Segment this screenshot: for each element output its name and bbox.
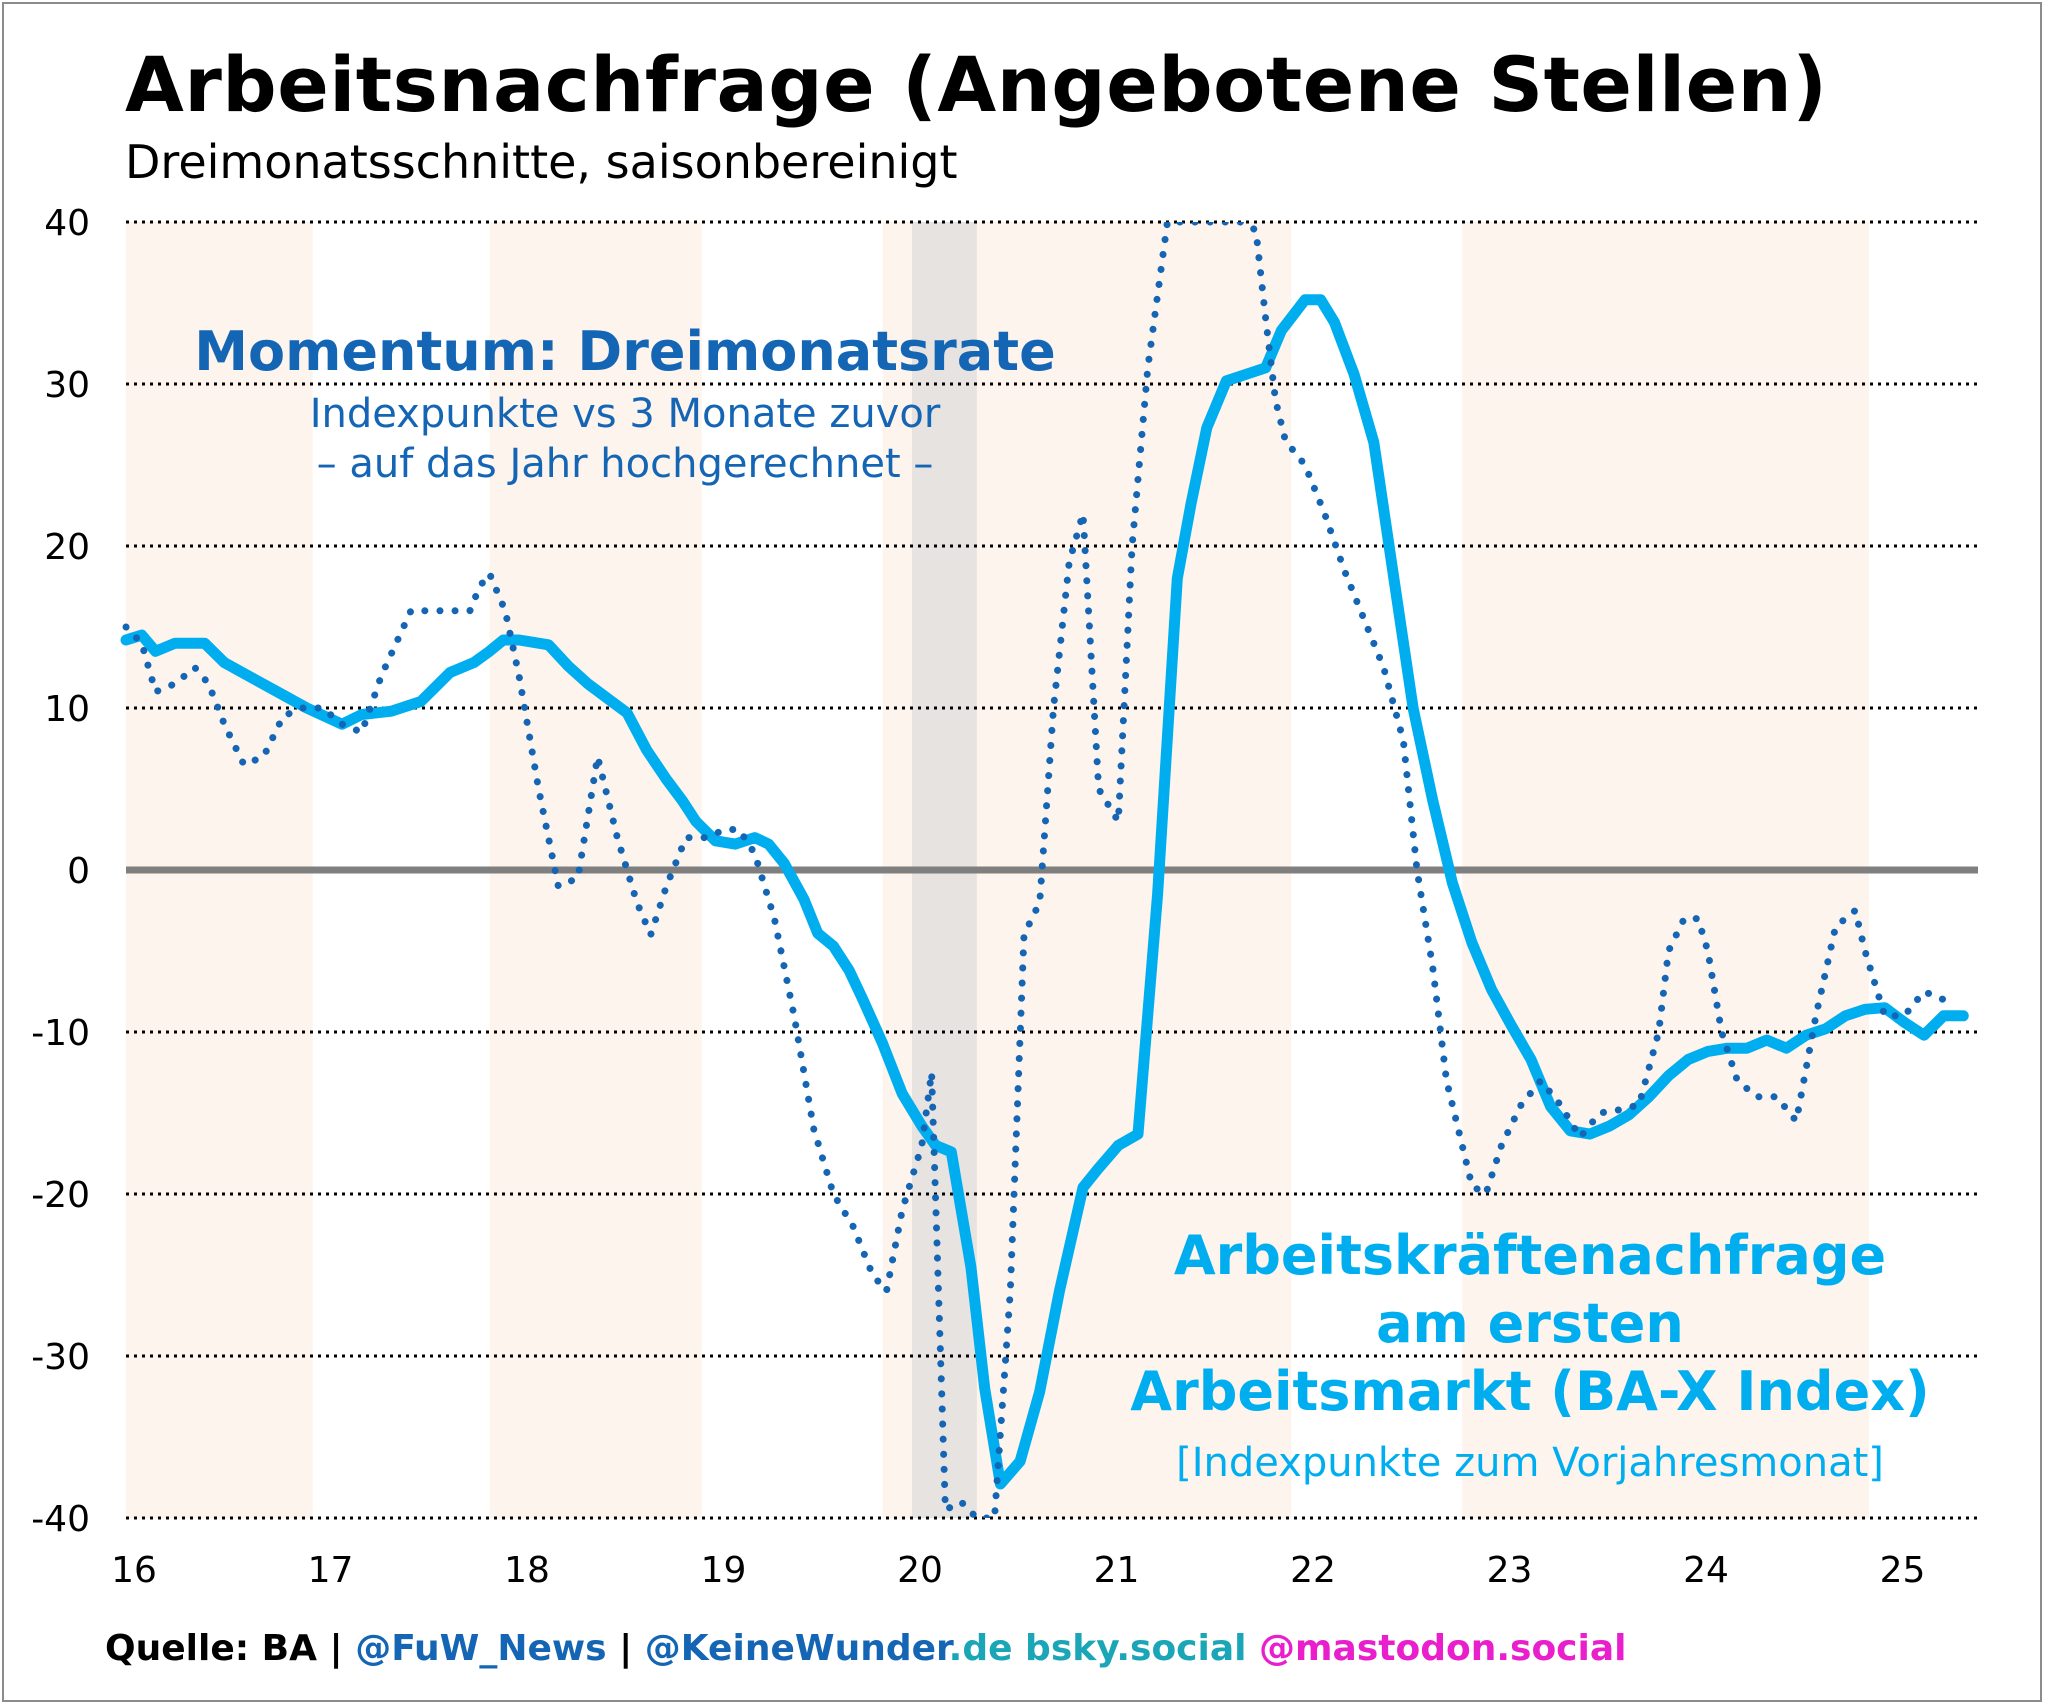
bax-title-3: Arbeitsmarkt (BA-X Index) — [1130, 1360, 1930, 1423]
x-tick-label: 19 — [701, 1550, 747, 1591]
momentum-annotation: Momentum: Dreimonatsrate Indexpunkte vs … — [175, 320, 1075, 487]
x-tick-label: 17 — [308, 1550, 354, 1591]
momentum-subtitle-1: Indexpunkte vs 3 Monate zuvor — [309, 391, 941, 437]
series-bax-solid — [120, 294, 1969, 1490]
momentum-subtitle-2: – auf das Jahr hochgerechnet – — [316, 441, 934, 487]
y-tick-label: 40 — [44, 203, 90, 244]
x-tick-label: 24 — [1683, 1550, 1729, 1591]
footer-keinewunder-domain[interactable]: .de — [948, 1628, 1013, 1669]
x-tick-label: 18 — [504, 1550, 550, 1591]
bax-annotation: Arbeitskräftenachfrage am ersten Arbeits… — [1090, 1222, 1970, 1486]
y-tick-label: -20 — [31, 1175, 90, 1216]
y-tick-label: -30 — [31, 1337, 90, 1378]
footer-bsky-link[interactable]: bsky.social — [1012, 1628, 1247, 1669]
series-lines — [120, 222, 1969, 1518]
y-tick-label: 20 — [44, 527, 90, 568]
bax-title-2: am ersten — [1376, 1292, 1684, 1355]
footer-mastodon-link[interactable]: @mastodon.social — [1246, 1628, 1627, 1669]
y-tick-label: 0 — [67, 851, 90, 892]
footer-fuw-link[interactable]: @FuW_News — [355, 1628, 607, 1669]
footer-separator: | — [316, 1628, 356, 1669]
momentum-title: Momentum: Dreimonatsrate — [194, 320, 1056, 383]
y-tick-label: -10 — [31, 1013, 90, 1054]
bax-title-1: Arbeitskräftenachfrage — [1173, 1224, 1887, 1287]
chart-subtitle: Dreimonatsschnitte, saisonbereinigt — [125, 135, 958, 189]
y-tick-label: 30 — [44, 365, 90, 406]
footer: Quelle: BA | @FuW_News | @KeineWunder.de… — [105, 1628, 1627, 1669]
y-tick-label: 10 — [44, 689, 90, 730]
bax-unit: [Indexpunkte zum Vorjahresmonat] — [1176, 1440, 1884, 1486]
x-tick-label: 20 — [897, 1550, 943, 1591]
y-tick-label: -40 — [31, 1499, 90, 1540]
x-tick-label: 25 — [1880, 1550, 1926, 1591]
series-momentum-dotted — [122, 222, 1948, 1518]
x-tick-labels: 16 17 18 19 20 21 22 23 24 25 — [111, 1550, 1925, 1591]
x-tick-label: 21 — [1094, 1550, 1140, 1591]
chart-title: Arbeitsnachfrage (Angebotene Stellen) — [125, 40, 1828, 129]
x-tick-label: 23 — [1487, 1550, 1533, 1591]
footer-separator-2: | — [606, 1628, 645, 1669]
x-tick-label: 22 — [1290, 1550, 1336, 1591]
y-tick-labels: 40 30 20 10 0 -10 -20 -30 -40 — [31, 203, 90, 1540]
footer-keinewunder-link[interactable]: @KeineWunder — [644, 1628, 949, 1669]
gridlines — [126, 220, 1978, 1520]
x-tick-label: 16 — [111, 1550, 157, 1591]
footer-source: Quelle: BA — [105, 1628, 317, 1669]
